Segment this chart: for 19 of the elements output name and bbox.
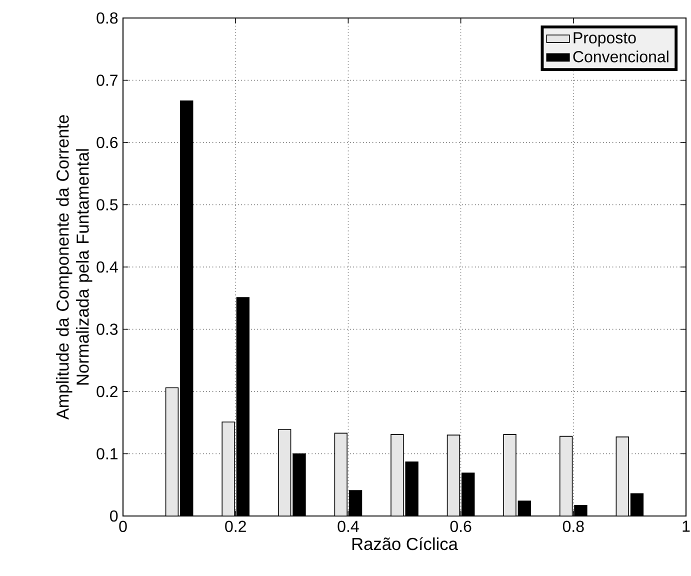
x-tick-label: 0.4 xyxy=(338,520,359,532)
x-tick-label: 1 xyxy=(682,520,690,532)
y-tick-label: 0.1 xyxy=(96,448,118,460)
y-tick-label: 0.5 xyxy=(96,199,118,210)
y-tick-label: 0.7 xyxy=(96,74,118,86)
x-tick-label: 0.2 xyxy=(225,520,246,532)
y-tick-label: 0.3 xyxy=(96,324,118,335)
x-axis-title: Razão Cíclica xyxy=(352,537,458,550)
y-tick-label: 0.6 xyxy=(96,136,118,148)
y-axis-title: Amplitude da Componente da Corrente Normalizada pela Funtamental xyxy=(56,115,92,420)
x-tick-label: 0.8 xyxy=(562,520,584,532)
x-tick-label: 0.6 xyxy=(450,520,472,532)
y-tick-label: 0.8 xyxy=(96,12,118,24)
y-tick-label: 0.4 xyxy=(96,261,118,273)
legend-label: Convencional xyxy=(573,50,668,62)
y-tick-label: 0 xyxy=(110,510,118,522)
y-tick-label: 0.2 xyxy=(96,386,118,398)
x-tick-label: 0 xyxy=(119,520,127,532)
legend-label: Proposto xyxy=(574,32,636,47)
